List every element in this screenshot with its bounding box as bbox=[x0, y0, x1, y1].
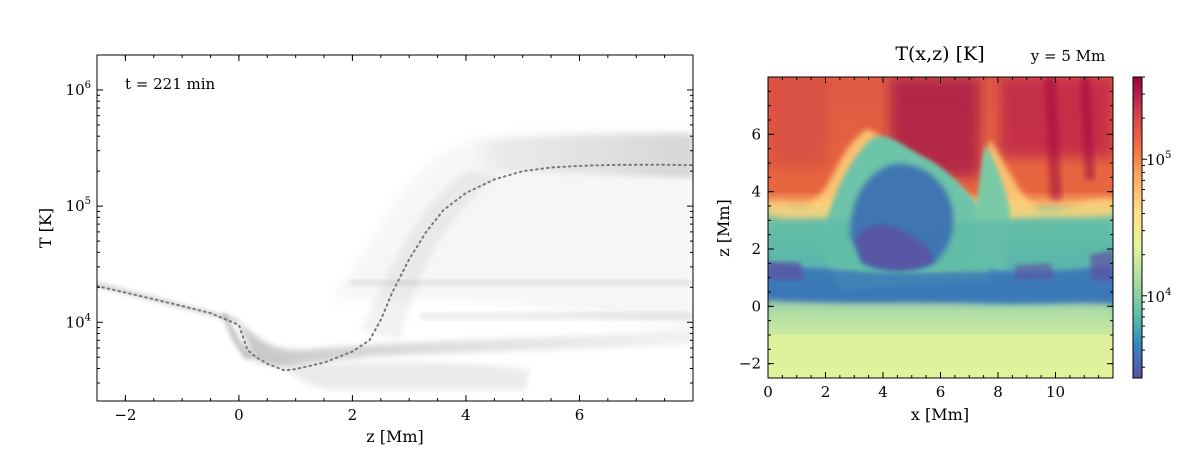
colorbar-tick-label: 105 bbox=[1146, 150, 1171, 169]
left-x-axis-label: z [Mm] bbox=[366, 427, 424, 446]
colorbar bbox=[1133, 77, 1142, 378]
x-tick-label: 0 bbox=[763, 383, 773, 401]
x-tick-label: 2 bbox=[821, 383, 831, 401]
left-y-axis-label: T [K] bbox=[36, 208, 55, 248]
x-tick-label: 4 bbox=[461, 406, 471, 424]
left-y-ticks: 104 105 106 bbox=[66, 54, 693, 384]
right-x-axis-label: x [Mm] bbox=[911, 405, 969, 424]
left-plot: −2 0 2 4 6 104 105 106 t = 221 min z [Mm] T [K… bbox=[36, 54, 694, 446]
x-tick-label: 8 bbox=[993, 383, 1003, 401]
right-y-ticks: −2 0 2 4 6 bbox=[739, 76, 1113, 379]
x-tick-label: 2 bbox=[348, 406, 358, 424]
left-x-ticks: −2 0 2 4 6 bbox=[96, 55, 694, 424]
y-tick-label: 105 bbox=[66, 196, 91, 215]
x-tick-label: 10 bbox=[1046, 383, 1065, 401]
right-y-axis-label: z [Mm] bbox=[714, 199, 733, 257]
colorbar-tick-label: 104 bbox=[1146, 287, 1171, 306]
y-tick-label: −2 bbox=[739, 355, 761, 373]
y-tick-label: 2 bbox=[751, 240, 761, 258]
x-tick-label: 0 bbox=[234, 406, 244, 424]
density-background bbox=[97, 133, 693, 390]
y-tick-label: 106 bbox=[66, 80, 91, 99]
time-annotation: t = 221 min bbox=[125, 75, 216, 93]
left-axes-frame bbox=[96, 54, 694, 402]
mean-temperature-curve bbox=[97, 163, 693, 372]
colorbar-frame bbox=[1132, 76, 1143, 379]
heatmap-subtitle: y = 5 Mm bbox=[1030, 47, 1105, 65]
temperature-heatmap bbox=[768, 77, 1113, 378]
y-tick-label: 104 bbox=[66, 312, 91, 331]
x-tick-label: 6 bbox=[575, 406, 585, 424]
y-tick-label: 0 bbox=[751, 297, 761, 315]
y-tick-label: 4 bbox=[751, 183, 761, 201]
heatmap-title: T(x,z) [K] bbox=[895, 43, 984, 65]
x-tick-label: 4 bbox=[878, 383, 888, 401]
x-tick-label: −2 bbox=[114, 406, 136, 424]
colorbar-ticks: 104 105 bbox=[1142, 76, 1171, 368]
y-tick-label: 6 bbox=[751, 125, 761, 143]
x-tick-label: 6 bbox=[936, 383, 946, 401]
right-x-ticks: 0 2 4 6 8 10 bbox=[763, 77, 1114, 401]
